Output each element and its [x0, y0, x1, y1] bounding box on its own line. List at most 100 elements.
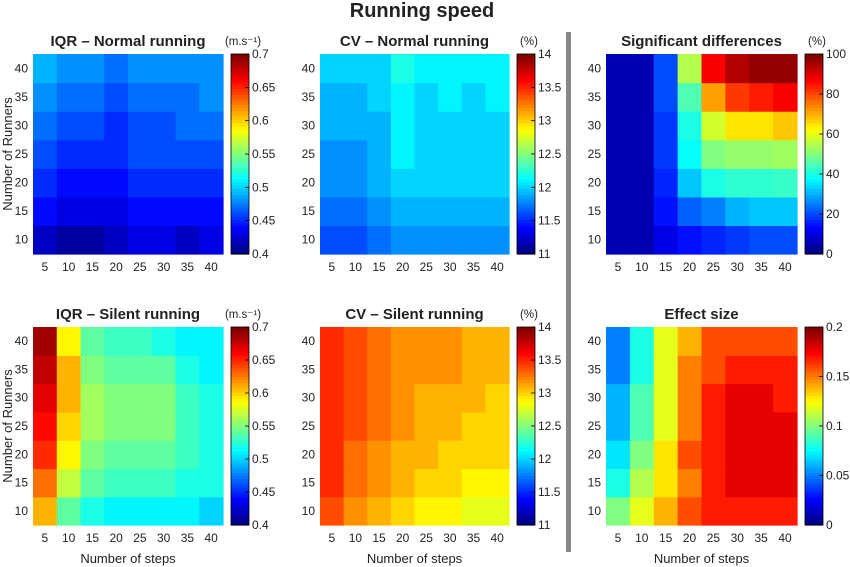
colorbar-segment — [231, 422, 249, 427]
colorbar-segment — [517, 435, 535, 439]
heatmap-cell — [175, 355, 200, 385]
heatmap-cell — [320, 139, 345, 169]
heatmap-cell — [677, 496, 703, 526]
heatmap-cell — [390, 411, 416, 441]
heatmap-cell — [199, 355, 224, 385]
x-tick-label: 30 — [731, 531, 745, 545]
colorbar-segment — [231, 469, 249, 473]
colorbar-segment — [231, 456, 249, 461]
heatmap-cell — [367, 225, 392, 255]
heatmap-cell — [438, 54, 463, 84]
colorbar-segment — [517, 75, 535, 80]
heatmap-cell — [606, 383, 631, 413]
heatmap-cell — [80, 440, 105, 470]
heatmap-cell — [438, 82, 463, 112]
heatmap-cell — [80, 383, 105, 413]
colorbar-segment — [805, 472, 823, 477]
y-tick-label: 10 — [588, 504, 602, 518]
colorbar-segment — [231, 66, 249, 71]
colorbar-tick-label: 0.45 — [252, 485, 276, 499]
colorbar-tick-label: 0.7 — [252, 320, 269, 334]
colorbar-segment — [231, 385, 249, 390]
colorbar-segment — [517, 404, 535, 409]
colorbar-segment — [517, 447, 535, 452]
colorbar-segment — [517, 172, 535, 177]
colorbar-segment — [805, 85, 823, 89]
colorbar-tick-label: 13.5 — [538, 353, 562, 367]
heatmap-cell — [175, 440, 200, 470]
colorbar-segment — [231, 116, 249, 121]
heatmap-cell — [653, 196, 679, 227]
heatmap-cell — [80, 82, 105, 112]
colorbar-segment — [805, 521, 823, 526]
heatmap-cell — [725, 196, 750, 227]
colorbar-segment — [231, 69, 249, 74]
heatmap-cell — [56, 196, 82, 227]
colorbar-segment — [231, 413, 249, 418]
colorbar-segment — [805, 97, 823, 102]
heatmap-cell — [438, 440, 463, 470]
colorbar-segment — [517, 487, 535, 492]
heatmap-cell — [128, 383, 153, 413]
y-tick-label: 10 — [15, 233, 29, 247]
colorbar-segment — [517, 373, 535, 378]
colorbar-segment — [231, 348, 249, 353]
colorbar-segment — [517, 200, 535, 205]
colorbar-segment — [231, 79, 249, 83]
heatmap-cell — [773, 383, 798, 413]
colorbar-segment — [517, 506, 535, 511]
colorbar-segment — [231, 219, 249, 224]
colorbar-tick-label: 0 — [826, 518, 833, 532]
colorbar-segment — [231, 521, 249, 526]
heatmap-cell — [438, 168, 463, 198]
heatmap-cell — [56, 468, 82, 498]
colorbar-segment — [517, 515, 535, 520]
colorbar-segment — [231, 250, 249, 255]
colorbar-segment — [517, 94, 535, 99]
heatmap-cell — [749, 411, 774, 441]
heatmap-cell — [343, 139, 368, 169]
heatmap-cell — [414, 496, 439, 526]
heatmap-cell — [199, 440, 224, 470]
colorbar-segment — [805, 466, 823, 470]
heatmap-cell — [629, 54, 655, 84]
heatmap-cell — [725, 327, 750, 356]
colorbar-segment — [805, 456, 823, 461]
colorbar-segment — [517, 432, 535, 436]
x-tick-label: 35 — [181, 531, 195, 545]
x-tick-label: 10 — [62, 531, 76, 545]
y-tick-label: 10 — [15, 504, 29, 518]
colorbar-segment — [805, 216, 823, 221]
heatmap-cell — [175, 496, 200, 526]
colorbar-segment — [231, 166, 249, 171]
heatmap-cell — [461, 111, 486, 141]
x-tick-label: 35 — [467, 260, 481, 274]
heatmap-cell — [104, 327, 129, 356]
colorbar-segment — [517, 333, 535, 337]
x-tick-label: 25 — [133, 260, 147, 274]
colorbar-segment — [805, 79, 823, 83]
colorbar-segment — [805, 250, 823, 255]
colorbar-segment — [231, 373, 249, 378]
heatmap-cell — [461, 225, 486, 255]
heatmap-cell — [56, 383, 82, 413]
colorbar-segment — [231, 200, 249, 205]
colorbar-segment — [231, 175, 249, 180]
y-tick-label: 25 — [588, 419, 602, 433]
colorbar-tick-label: 12.5 — [538, 147, 562, 161]
colorbar-segment — [517, 413, 535, 418]
x-tick-label: 25 — [420, 260, 434, 274]
colorbar-segment — [805, 373, 823, 378]
colorbar-segment — [231, 364, 249, 368]
colorbar-segment — [517, 456, 535, 461]
heatmap-cell — [461, 496, 486, 526]
heatmap-cell — [653, 111, 679, 141]
y-tick-label: 10 — [302, 504, 316, 518]
colorbar-segment — [517, 441, 535, 446]
colorbar-segment — [805, 450, 823, 455]
colorbar-segment — [805, 351, 823, 356]
heatmap-cell — [606, 225, 631, 255]
colorbar-segment — [231, 154, 249, 158]
heatmap-cell — [485, 196, 510, 227]
heatmap-cell — [367, 355, 392, 385]
